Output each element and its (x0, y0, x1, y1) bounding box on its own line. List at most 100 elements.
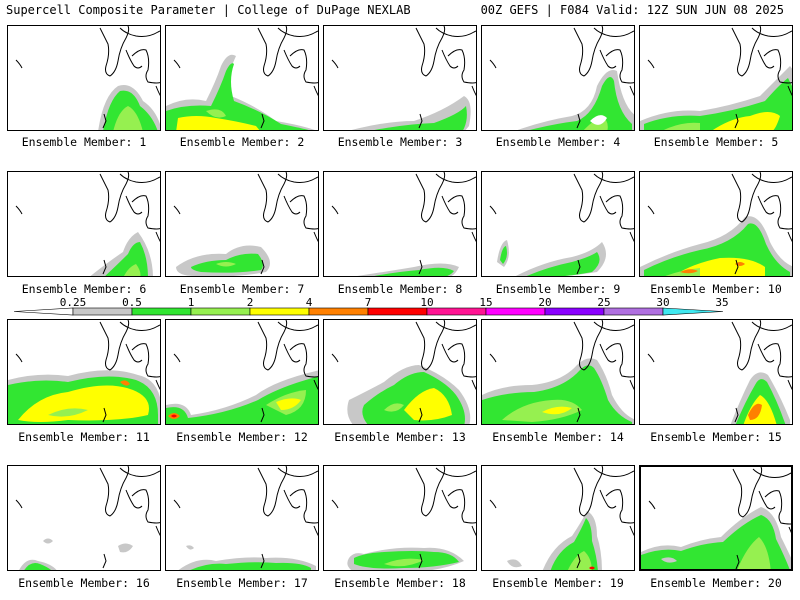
scp-contour-fill (661, 557, 677, 563)
coastline-segment (260, 553, 265, 569)
colorbar-swatch (662, 307, 724, 316)
ensemble-panel (481, 171, 635, 277)
colorbar-tick-label: 20 (538, 296, 551, 309)
colorbar-tick-label: 0.5 (122, 296, 142, 309)
great-lakes-outline (99, 172, 160, 242)
colorbar-tick-label: 1 (188, 296, 195, 309)
coastline-segment (102, 407, 107, 423)
scp-contour-fill (507, 559, 522, 568)
coastline-segment (15, 205, 23, 215)
colorbar-swatch (13, 307, 74, 316)
colorbar-swatch (72, 307, 133, 316)
scp-contour-fill (43, 538, 53, 544)
scp-contour-fill (374, 267, 454, 276)
colorbar-swatch (603, 307, 664, 316)
coastline-segment (173, 59, 181, 69)
coastline-segment (647, 205, 655, 215)
scp-contour-fill (589, 566, 595, 570)
scp-contour-fill (48, 408, 88, 417)
scp-contour-fill (166, 63, 309, 130)
colorbar-tick-label: 7 (365, 296, 372, 309)
ensemble-panel (323, 319, 477, 425)
colorbar-swatch (544, 307, 605, 316)
panel-label: Ensemble Member: 11 (18, 430, 150, 444)
scp-contour-fill (384, 558, 424, 567)
great-lakes-outline (731, 320, 792, 390)
scp-map (640, 172, 792, 276)
coastline-segment (102, 553, 107, 569)
coastline-segment (647, 353, 655, 363)
coastline-segment (648, 500, 656, 510)
panel-label: Ensemble Member: 15 (650, 430, 782, 444)
panel-label: Ensemble Member: 20 (650, 576, 782, 590)
header-title-left: Supercell Composite Parameter | College … (6, 3, 411, 17)
scp-contour-fill (186, 545, 194, 550)
scp-map (331, 26, 476, 130)
colorbar-swatch (190, 307, 251, 316)
scp-contour-fill (24, 563, 52, 570)
colorbar: 0.25 0.5 1 2 4 7 10 15 20 25 30 35 (13, 296, 729, 316)
ensemble-panel (639, 319, 793, 425)
great-lakes-outline (257, 466, 318, 536)
colorbar-swatch (485, 307, 546, 316)
ensemble-panel (481, 25, 635, 131)
great-lakes-outline (99, 320, 160, 390)
panel-label: Ensemble Member: 19 (492, 576, 624, 590)
coastline-segment (489, 353, 497, 363)
ensemble-panel (639, 171, 793, 277)
panel-label: Ensemble Member: 3 (337, 135, 463, 149)
scp-map (173, 466, 318, 570)
panel-label: Ensemble Member: 4 (495, 135, 621, 149)
scp-map (331, 466, 476, 570)
panel-label: Ensemble Member: 16 (18, 576, 150, 590)
coastline-segment (418, 407, 423, 423)
ensemble-panel (639, 25, 793, 131)
coastline-segment (734, 407, 739, 423)
scp-map (166, 26, 318, 130)
scp-contour-fill (529, 77, 632, 130)
scp-contour-fill (526, 252, 600, 276)
great-lakes-outline (99, 26, 160, 96)
colorbar-tick-label: 0.25 (60, 296, 87, 309)
scp-contour-fill (171, 414, 177, 418)
scp-contour-fill (680, 269, 698, 274)
colorbar-swatch (249, 307, 310, 316)
great-lakes-outline (731, 172, 792, 242)
scp-map (640, 26, 792, 130)
coastline-segment (331, 59, 339, 69)
scp-contour-fill (590, 115, 607, 125)
colorbar-tick-label: 30 (656, 296, 669, 309)
ensemble-panel (323, 171, 477, 277)
scp-contour-fill (374, 106, 467, 130)
panel-label: Ensemble Member: 5 (653, 135, 779, 149)
scp-contour-fill (166, 376, 318, 424)
coastline-segment (331, 205, 339, 215)
panel-label: Ensemble Member: 7 (179, 282, 305, 296)
ensemble-panel (7, 465, 161, 571)
scp-contour-fill (276, 398, 301, 410)
colorbar-swatch (426, 307, 487, 316)
scp-map (173, 172, 318, 276)
great-lakes-outline (573, 466, 634, 536)
scp-contour-fill (502, 399, 582, 422)
scp-map (15, 466, 160, 570)
coastline-segment (331, 353, 339, 363)
scp-contour-fill (190, 562, 311, 570)
panel-label: Ensemble Member: 8 (337, 282, 463, 296)
coastline-segment (576, 553, 581, 569)
scp-map (647, 320, 792, 424)
ensemble-panel (7, 171, 161, 277)
coastline-segment (102, 113, 107, 129)
coastline-segment (576, 407, 581, 423)
panel-label: Ensemble Member: 6 (21, 282, 147, 296)
colorbar-tick-label: 10 (420, 296, 433, 309)
colorbar-swatch (131, 307, 192, 316)
coastline-segment (15, 353, 23, 363)
ensemble-panel (323, 25, 477, 131)
coastline-segment (102, 259, 107, 275)
coastline-segment (260, 113, 265, 129)
scp-map (331, 320, 476, 424)
coastline-segment (576, 259, 581, 275)
panel-label: Ensemble Member: 14 (492, 430, 624, 444)
ensemble-panel (165, 319, 319, 425)
